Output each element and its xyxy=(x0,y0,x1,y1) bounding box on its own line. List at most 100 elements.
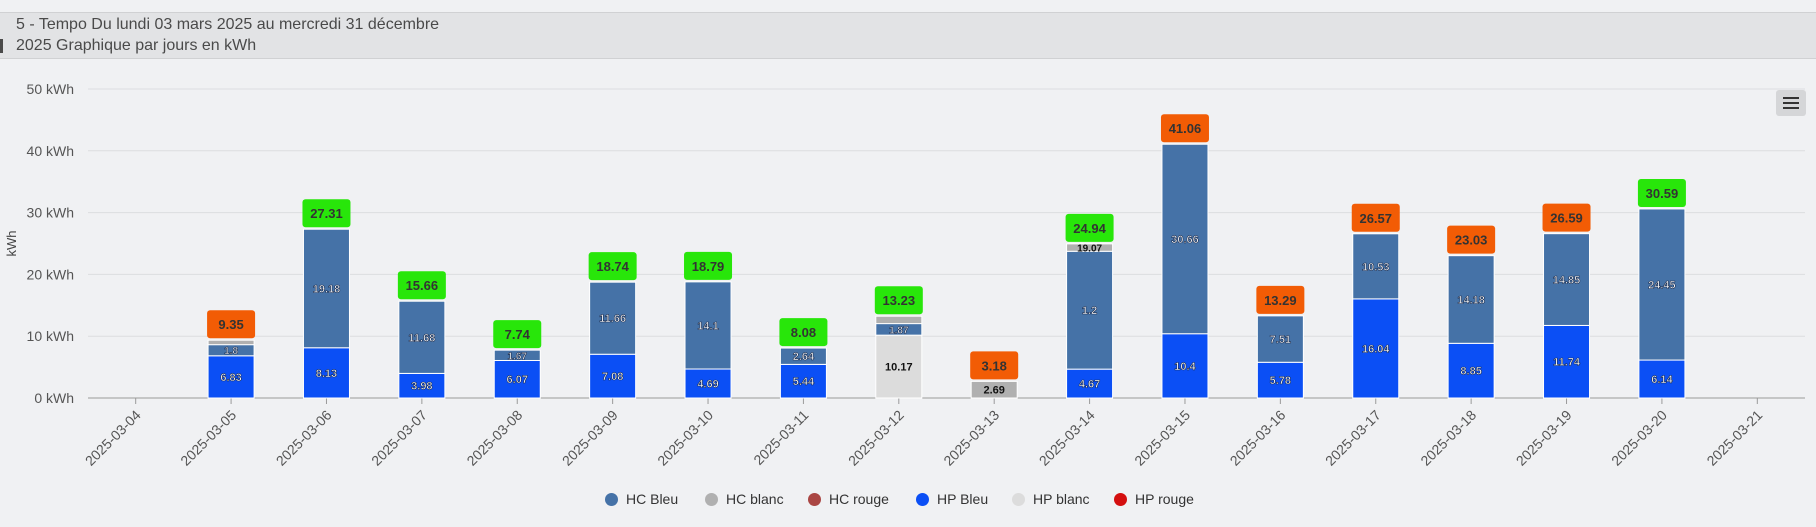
legend-item[interactable]: HP blanc xyxy=(1012,488,1090,510)
x-tick-label: 2025-03-10 xyxy=(654,407,716,469)
data-label: 4.67 xyxy=(1079,379,1100,391)
legend-label: HP blanc xyxy=(1033,491,1090,507)
data-label: 19.18 xyxy=(313,283,341,295)
bar-segment xyxy=(207,355,255,399)
data-label: 14.1 xyxy=(697,320,718,332)
x-tick-label: 2025-03-17 xyxy=(1322,407,1384,469)
data-label: 11.66 xyxy=(599,313,626,325)
data-label: 8.85 xyxy=(1460,366,1481,378)
x-tick-label: 2025-03-13 xyxy=(940,407,1002,469)
bar-segment xyxy=(207,339,255,346)
x-tick-label: 2025-03-11 xyxy=(750,407,811,468)
x-tick-label: 2025-03-15 xyxy=(1131,407,1193,469)
x-tick-label: 2025-03-16 xyxy=(1227,407,1289,469)
total-label: 41.06 xyxy=(1169,121,1202,136)
data-label: 30.66 xyxy=(1171,234,1199,246)
data-label: 10.17 xyxy=(885,362,913,374)
total-label: 18.79 xyxy=(692,259,725,274)
legend-dot-icon xyxy=(705,492,718,506)
total-highlight xyxy=(779,318,828,347)
x-tick-label: 2025-03-19 xyxy=(1513,407,1575,469)
data-label: 11.74 xyxy=(1553,357,1581,369)
total-label: 27.31 xyxy=(310,206,343,221)
data-label: 6.07 xyxy=(507,374,528,386)
legend-dot-icon xyxy=(1114,492,1127,506)
data-label: 7.08 xyxy=(602,371,623,383)
data-label: 1.87 xyxy=(889,325,909,336)
total-highlight xyxy=(1160,114,1209,143)
bar-segment xyxy=(1256,315,1304,363)
bar-segment xyxy=(1543,233,1591,326)
y-tick-label: 0 kWh xyxy=(34,390,74,406)
total-highlight xyxy=(302,199,351,228)
y-tick-label: 50 kWh xyxy=(27,81,74,97)
hamburger-menu-icon[interactable] xyxy=(1776,90,1806,116)
total-highlight xyxy=(874,286,923,315)
total-highlight xyxy=(1256,285,1305,314)
data-label: 2.69 xyxy=(983,385,1004,397)
data-label: 1.2 xyxy=(1082,305,1097,317)
total-highlight xyxy=(970,351,1019,380)
total-label: 18.74 xyxy=(596,259,629,274)
legend-label: HC rouge xyxy=(829,491,889,507)
legend-dot-icon xyxy=(916,492,929,506)
data-label: 14.85 xyxy=(1553,275,1581,287)
data-label: 4.69 xyxy=(697,379,718,391)
chart-title-line1: 5 - Tempo Du lundi 03 mars 2025 au mercr… xyxy=(16,16,440,33)
legend-item[interactable]: HC rouge xyxy=(808,488,889,510)
x-tick-label: 2025-03-06 xyxy=(273,407,335,469)
bar-segment xyxy=(1352,233,1400,300)
total-label: 23.03 xyxy=(1455,233,1488,248)
bar-segment xyxy=(589,353,637,399)
data-label: 5.78 xyxy=(1270,375,1291,387)
chart-header: 5 - Tempo Du lundi 03 mars 2025 au mercr… xyxy=(0,12,1816,59)
total-label: 26.57 xyxy=(1359,211,1392,226)
header-marker xyxy=(0,39,3,53)
legend-label: HP Bleu xyxy=(937,491,989,507)
data-label: 1.8 xyxy=(224,346,238,357)
bar-segment xyxy=(398,300,446,374)
data-label: 24.45 xyxy=(1648,280,1676,292)
y-tick-label: 40 kWh xyxy=(27,143,74,159)
x-tick-label: 2025-03-07 xyxy=(368,407,430,469)
bar-segment xyxy=(970,380,1018,399)
total-label: 13.29 xyxy=(1264,293,1297,308)
legend-label: HP rouge xyxy=(1135,491,1194,507)
total-highlight xyxy=(588,252,637,281)
bar-segment xyxy=(1256,361,1304,399)
bar-segment xyxy=(589,281,637,355)
y-tick-label: 20 kWh xyxy=(27,266,74,282)
x-tick-label: 2025-03-05 xyxy=(177,407,239,469)
x-tick-label: 2025-03-04 xyxy=(82,407,144,469)
total-highlight xyxy=(1065,213,1114,242)
bar-segment xyxy=(779,363,827,399)
data-label: 7.51 xyxy=(1270,334,1291,346)
legend-label: HC blanc xyxy=(726,491,784,507)
y-tick-label: 10 kWh xyxy=(27,328,74,344)
total-label: 30.59 xyxy=(1646,186,1679,201)
data-label: 10.4 xyxy=(1174,361,1196,373)
legend-dot-icon xyxy=(605,492,618,506)
data-label: 16.04 xyxy=(1362,343,1390,355)
total-label: 8.08 xyxy=(791,325,816,340)
data-label: 19.07 xyxy=(1077,244,1102,255)
data-label: 8.13 xyxy=(316,368,337,380)
total-label: 3.18 xyxy=(982,358,1007,373)
x-tick-label: 2025-03-09 xyxy=(559,407,621,469)
total-highlight xyxy=(1351,203,1400,232)
data-label: 14.18 xyxy=(1457,294,1485,306)
bar-segment xyxy=(1066,243,1114,252)
data-label: 6.14 xyxy=(1651,374,1673,386)
x-tick-label: 2025-03-12 xyxy=(845,407,907,469)
legend-item[interactable]: HC blanc xyxy=(705,488,784,510)
legend-item[interactable]: HC Bleu xyxy=(605,488,678,510)
bar-segment xyxy=(779,347,827,365)
legend-dot-icon xyxy=(1012,492,1025,506)
legend-item[interactable]: HP rouge xyxy=(1114,488,1194,510)
legend-item[interactable]: HP Bleu xyxy=(916,488,988,510)
y-axis-label: kWh xyxy=(4,231,19,257)
total-highlight xyxy=(1637,178,1686,207)
total-label: 15.66 xyxy=(406,278,439,293)
x-tick-label: 2025-03-14 xyxy=(1036,407,1098,469)
total-highlight xyxy=(207,310,256,339)
